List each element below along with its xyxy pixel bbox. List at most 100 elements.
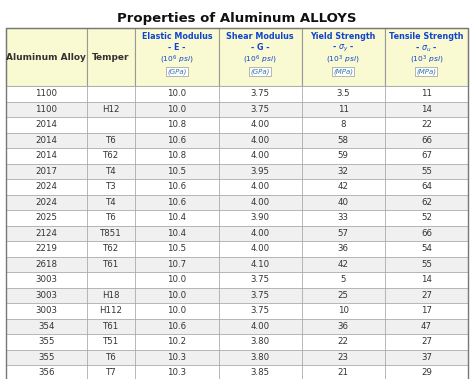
Bar xyxy=(136,365,219,379)
Text: (GPa): (GPa) xyxy=(250,68,270,75)
Bar xyxy=(6,163,87,179)
Bar xyxy=(301,318,385,334)
Bar xyxy=(385,102,468,117)
Bar xyxy=(87,318,136,334)
Text: 66: 66 xyxy=(421,229,432,238)
Bar xyxy=(136,148,219,163)
Text: 4.00: 4.00 xyxy=(251,136,270,145)
Bar xyxy=(87,133,136,148)
Text: 3003: 3003 xyxy=(36,275,57,284)
Bar xyxy=(385,334,468,349)
Bar xyxy=(136,86,219,102)
Bar xyxy=(6,86,87,102)
Bar xyxy=(301,194,385,210)
Bar xyxy=(87,226,136,241)
Text: 355: 355 xyxy=(38,337,55,346)
Text: 2017: 2017 xyxy=(36,167,57,176)
Text: T62: T62 xyxy=(103,244,119,253)
Bar xyxy=(385,288,468,303)
Bar xyxy=(6,334,87,349)
Bar xyxy=(219,303,301,318)
Text: 36: 36 xyxy=(338,322,349,331)
Bar xyxy=(136,194,219,210)
Text: 58: 58 xyxy=(338,136,349,145)
Bar xyxy=(219,179,301,194)
Bar xyxy=(385,303,468,318)
Bar xyxy=(385,257,468,272)
Text: 10.3: 10.3 xyxy=(167,353,186,362)
Text: H12: H12 xyxy=(102,105,120,114)
Bar xyxy=(6,318,87,334)
Bar xyxy=(385,117,468,133)
Text: 52: 52 xyxy=(421,213,432,222)
Bar xyxy=(87,194,136,210)
Text: 10.6: 10.6 xyxy=(167,322,186,331)
Text: 2014: 2014 xyxy=(36,120,57,129)
Bar xyxy=(385,148,468,163)
Text: 3.75: 3.75 xyxy=(251,291,270,300)
Bar xyxy=(385,210,468,226)
Text: T4: T4 xyxy=(106,198,117,207)
Bar xyxy=(136,133,219,148)
Text: 10.5: 10.5 xyxy=(167,167,186,176)
Bar xyxy=(87,272,136,288)
Bar xyxy=(6,365,87,379)
Text: 4.00: 4.00 xyxy=(251,229,270,238)
Bar xyxy=(301,334,385,349)
Text: 10.0: 10.0 xyxy=(167,275,186,284)
Text: 10.0: 10.0 xyxy=(167,306,186,315)
Bar xyxy=(87,257,136,272)
Text: 64: 64 xyxy=(421,182,432,191)
Text: 2024: 2024 xyxy=(36,182,57,191)
Text: 25: 25 xyxy=(338,291,349,300)
Text: 3.80: 3.80 xyxy=(251,353,270,362)
Text: 3.75: 3.75 xyxy=(251,275,270,284)
Text: Aluminum Alloy: Aluminum Alloy xyxy=(7,53,86,61)
Bar xyxy=(87,163,136,179)
Text: T62: T62 xyxy=(103,151,119,160)
Bar xyxy=(6,241,87,257)
Bar xyxy=(219,133,301,148)
Text: (MPa): (MPa) xyxy=(333,68,353,75)
Bar xyxy=(219,349,301,365)
FancyBboxPatch shape xyxy=(332,67,354,76)
Bar xyxy=(219,194,301,210)
Text: 32: 32 xyxy=(338,167,349,176)
Bar xyxy=(6,28,87,86)
Text: T851: T851 xyxy=(100,229,122,238)
Text: 55: 55 xyxy=(421,167,432,176)
Text: 3.75: 3.75 xyxy=(251,105,270,114)
Text: 10.2: 10.2 xyxy=(167,337,186,346)
Bar xyxy=(136,272,219,288)
Bar xyxy=(385,349,468,365)
Text: - G -: - G - xyxy=(251,43,269,52)
Bar xyxy=(219,241,301,257)
Text: H112: H112 xyxy=(100,306,123,315)
Text: 17: 17 xyxy=(421,306,432,315)
Text: (GPa): (GPa) xyxy=(167,68,187,75)
Text: 36: 36 xyxy=(338,244,349,253)
Bar xyxy=(136,303,219,318)
Bar xyxy=(6,117,87,133)
Bar xyxy=(301,349,385,365)
Text: 2024: 2024 xyxy=(36,198,57,207)
Bar xyxy=(385,241,468,257)
Text: 10.8: 10.8 xyxy=(167,151,186,160)
Bar xyxy=(87,210,136,226)
Text: 22: 22 xyxy=(421,120,432,129)
Bar xyxy=(219,86,301,102)
Bar xyxy=(219,288,301,303)
Text: 47: 47 xyxy=(421,322,432,331)
Text: - $\sigma_u$ -: - $\sigma_u$ - xyxy=(415,43,438,53)
Bar xyxy=(87,303,136,318)
Bar xyxy=(385,226,468,241)
Text: 4.00: 4.00 xyxy=(251,151,270,160)
Bar xyxy=(219,272,301,288)
Text: 3003: 3003 xyxy=(36,291,57,300)
Text: 355: 355 xyxy=(38,353,55,362)
Bar xyxy=(87,349,136,365)
Bar xyxy=(219,163,301,179)
Text: 10.4: 10.4 xyxy=(167,213,186,222)
Text: $(10^3$ $psi)$: $(10^3$ $psi)$ xyxy=(410,54,443,66)
Bar xyxy=(87,117,136,133)
